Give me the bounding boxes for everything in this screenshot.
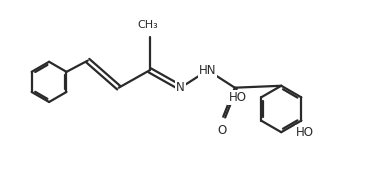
Text: CH₃: CH₃ <box>137 20 158 30</box>
Text: HO: HO <box>296 126 314 139</box>
Text: N: N <box>176 81 185 94</box>
Text: HO: HO <box>228 91 246 104</box>
Text: O: O <box>218 124 227 137</box>
Text: HN: HN <box>199 64 217 77</box>
